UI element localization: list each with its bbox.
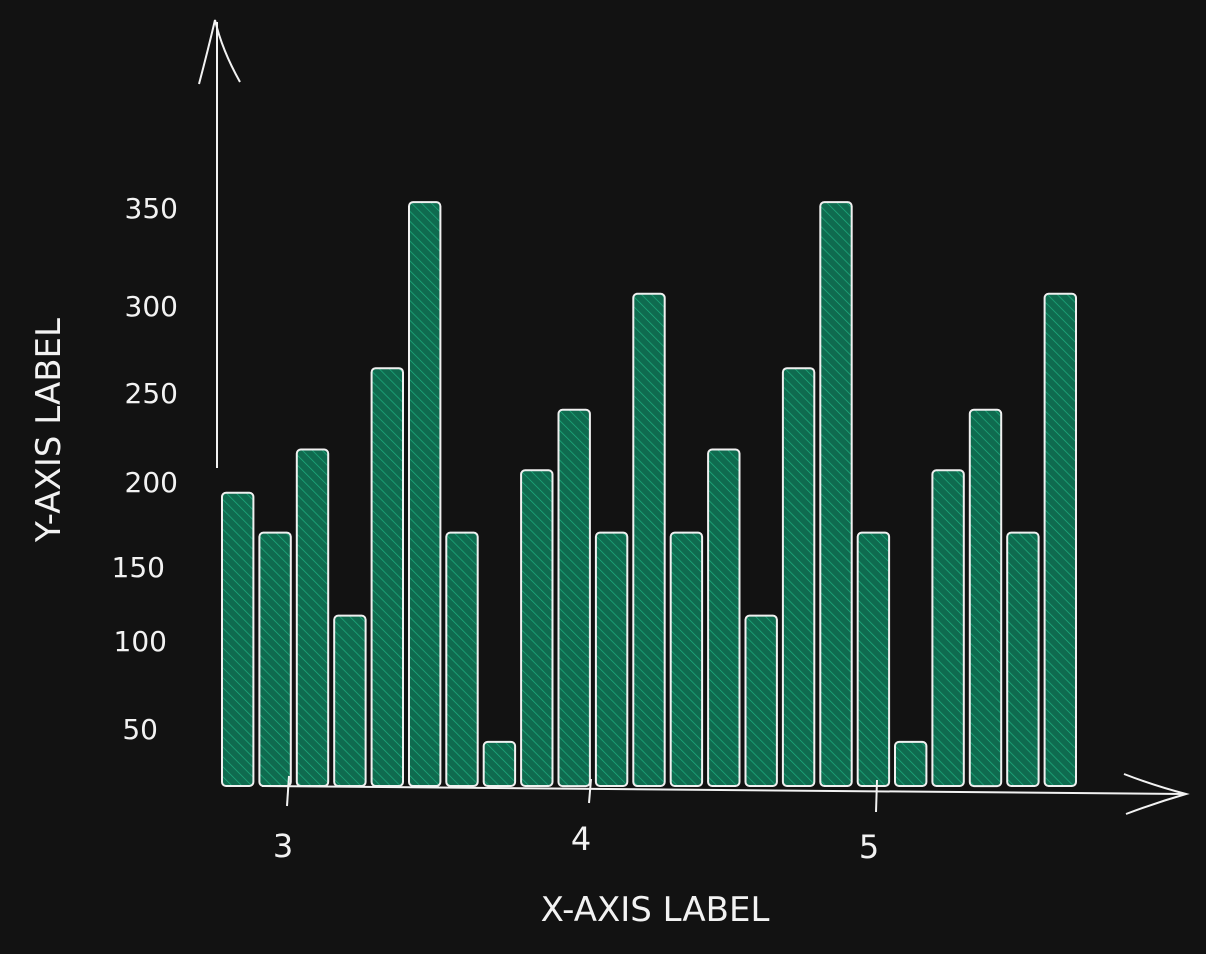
y-tick-label: 200 xyxy=(125,466,178,499)
x-tick-label: 3 xyxy=(273,827,293,865)
bar-outline xyxy=(894,740,928,788)
bar-outline xyxy=(408,201,442,788)
bar-series xyxy=(221,201,1077,788)
bar-outline xyxy=(295,448,330,787)
bar-outline xyxy=(669,531,704,787)
x-axis-arrowhead-icon xyxy=(1123,773,1190,815)
x-tick-labels: 3 4 5 xyxy=(273,820,879,866)
bar-outline xyxy=(707,448,741,787)
x-tick-label: 4 xyxy=(571,820,591,858)
y-axis-arrowhead-icon xyxy=(198,19,241,85)
bar-outline xyxy=(594,531,629,787)
bar-outline xyxy=(931,469,965,787)
bar-outline xyxy=(258,531,292,787)
y-tick-labels: 350 300 250 200 150 100 50 xyxy=(112,192,178,746)
bar-outline xyxy=(856,531,891,787)
y-tick-label: 100 xyxy=(114,625,167,658)
bar-outline xyxy=(333,614,367,787)
bar-outline xyxy=(744,614,778,787)
bar-outline xyxy=(781,367,816,787)
x-tick-mark xyxy=(286,775,290,807)
bar-outline xyxy=(1043,292,1077,787)
y-tick-label: 50 xyxy=(122,713,158,746)
bar-outline xyxy=(482,740,517,788)
x-tick-label: 5 xyxy=(859,828,879,866)
y-tick-label: 250 xyxy=(125,377,178,410)
y-tick-label: 300 xyxy=(125,290,178,323)
y-tick-label: 150 xyxy=(112,551,165,584)
x-axis xyxy=(261,773,1190,815)
bar-outline xyxy=(557,408,591,788)
y-tick-label: 350 xyxy=(125,192,178,225)
x-tick-mark xyxy=(875,779,878,813)
bar-outline xyxy=(1006,531,1040,787)
y-axis xyxy=(198,19,241,468)
bar-outline xyxy=(370,367,405,787)
y-axis-title: Y-AXIS LABEL xyxy=(29,318,69,543)
x-axis-title: X-AXIS LABEL xyxy=(541,890,770,930)
bar-outline xyxy=(819,201,853,788)
x-tick-mark xyxy=(588,778,592,804)
bar-outline xyxy=(520,469,554,787)
bar-outline xyxy=(632,292,666,787)
bar-outline xyxy=(221,491,255,787)
bar-outline xyxy=(445,531,479,787)
bar-outline xyxy=(968,408,1003,788)
